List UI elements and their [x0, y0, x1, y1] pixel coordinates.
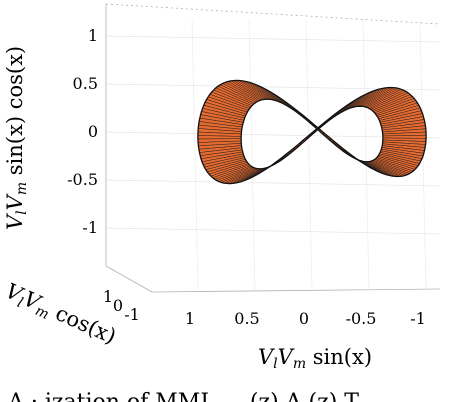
z-gridline [105, 179, 441, 187]
z-gridline [105, 35, 441, 43]
surface [197, 79, 427, 185]
ylabel: VlVm cos(x) [1, 279, 120, 352]
surface-outer-edge [197, 79, 427, 185]
x-gridline [248, 19, 256, 291]
y-tick-label: 0 [113, 296, 123, 315]
y-tick-label: -1 [124, 305, 140, 324]
xlabel: VlVm sin(x) [258, 345, 372, 372]
z-gridline [105, 227, 441, 235]
z-tick-label: -1 [82, 218, 98, 237]
z-tick-label: 1 [88, 26, 98, 45]
x-tick-label: -1 [410, 309, 426, 328]
x-tick-label: 0.5 [234, 309, 259, 328]
x-axis-line [151, 288, 441, 293]
ticks: 10.50-0.5-11 0.5 0 -0.5 -11 0 -1 [67, 26, 426, 328]
y-tick-label: 1 [103, 287, 113, 306]
x-tick-label: 0 [299, 309, 309, 328]
x-tick-label: 1 [185, 309, 195, 328]
x-gridline [362, 19, 370, 291]
x-gridline [305, 19, 313, 291]
y-axis-line [105, 265, 153, 293]
z-tick-label: 0 [88, 122, 98, 141]
x-tick-label: -0.5 [346, 309, 377, 328]
axes-frame [105, 3, 441, 293]
top-edge [105, 3, 441, 25]
surface-inner-edge [240, 98, 384, 170]
z-tick-label: -0.5 [67, 170, 98, 189]
x-gridline [191, 19, 199, 291]
z-tick-label: 0.5 [73, 74, 98, 93]
caption-fragment: A · ization of MML ... (z) A (z) T [7, 390, 359, 402]
zlabel: VlVm sin(x) cos(x) [3, 46, 30, 230]
